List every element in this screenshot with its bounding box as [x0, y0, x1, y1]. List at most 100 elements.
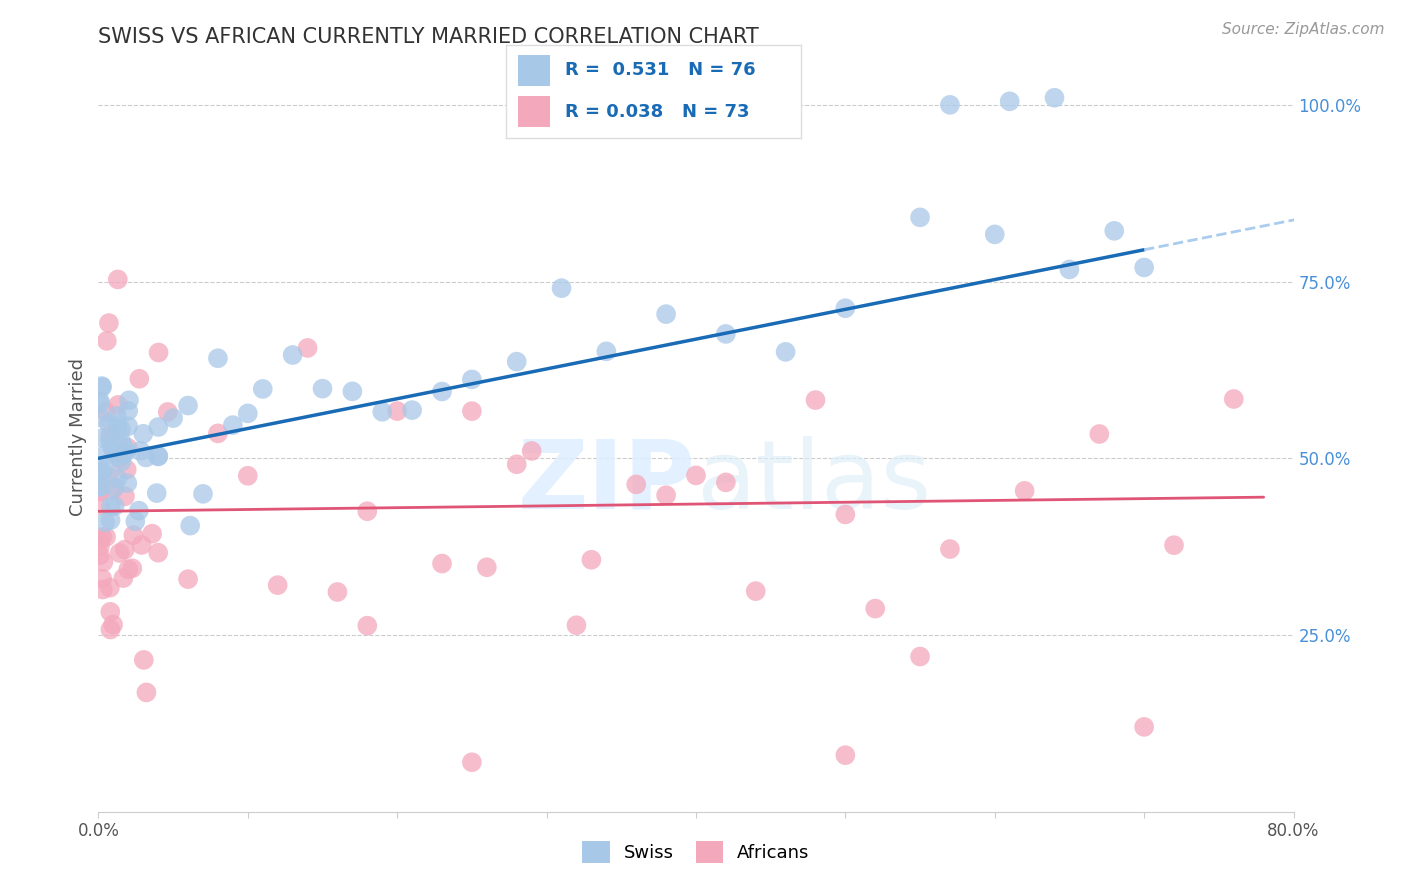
Point [207, 426, 229, 441]
Point [107, 421, 129, 435]
Point [655, 307, 678, 321]
Point [100, 513, 122, 527]
Point [101, 617, 124, 632]
Point [834, 508, 856, 522]
Point [141, 526, 163, 541]
Point [117, 419, 139, 434]
Point [430, 557, 453, 571]
Point [714, 475, 737, 490]
Point [461, 756, 484, 770]
Point [745, 584, 768, 599]
Point [89, 397, 111, 411]
Point [581, 553, 603, 567]
Point [124, 514, 146, 528]
Point [98, 581, 121, 595]
Point [112, 440, 135, 454]
Point [89, 465, 111, 479]
Point [179, 518, 201, 533]
Point [91, 380, 114, 394]
Point [385, 404, 409, 418]
Point [804, 392, 827, 407]
Point [1163, 538, 1185, 552]
Point [865, 601, 887, 615]
Point [506, 354, 529, 368]
Point [135, 685, 157, 699]
Point [714, 326, 737, 341]
Point [908, 649, 931, 664]
Point [117, 404, 139, 418]
Point [1104, 224, 1126, 238]
Point [148, 420, 170, 434]
Point [94, 447, 117, 461]
Legend: Swiss, Africans: Swiss, Africans [575, 834, 817, 870]
Point [222, 418, 245, 433]
Point [117, 441, 139, 455]
Point [371, 405, 394, 419]
Point [939, 542, 962, 557]
Point [177, 399, 200, 413]
Point [90, 379, 112, 393]
Point [100, 500, 122, 514]
Point [998, 95, 1021, 109]
Point [1133, 720, 1156, 734]
Point [98, 605, 121, 619]
Point [461, 404, 484, 418]
Point [94, 404, 117, 418]
Point [110, 455, 132, 469]
Point [342, 384, 364, 399]
Point [132, 653, 155, 667]
Point [91, 572, 114, 586]
Point [94, 516, 117, 530]
Point [112, 448, 135, 462]
Point [297, 341, 319, 355]
Point [108, 546, 131, 560]
Point [356, 504, 378, 518]
Point [89, 533, 111, 548]
Point [115, 462, 138, 476]
Point [91, 431, 114, 445]
Point [121, 561, 143, 575]
Point [112, 571, 135, 585]
Text: R = 0.038   N = 73: R = 0.038 N = 73 [565, 103, 749, 120]
Point [89, 498, 111, 512]
Point [148, 450, 170, 464]
Point [91, 582, 114, 597]
Point [107, 417, 129, 432]
Point [267, 578, 290, 592]
Point [207, 351, 229, 366]
Point [401, 403, 423, 417]
Point [236, 468, 259, 483]
Point [520, 444, 543, 458]
Point [1088, 427, 1111, 442]
Point [834, 301, 856, 316]
Point [107, 272, 129, 286]
Point [114, 489, 136, 503]
Point [122, 528, 145, 542]
Point [93, 555, 115, 569]
Point [107, 398, 129, 412]
Point [162, 411, 184, 425]
Point [1133, 260, 1156, 275]
Point [110, 422, 132, 436]
Point [565, 618, 588, 632]
Point [461, 372, 484, 386]
Point [111, 447, 134, 461]
Point [97, 417, 120, 431]
Y-axis label: Currently Married: Currently Married [69, 358, 87, 516]
Point [97, 316, 120, 330]
Point [145, 486, 167, 500]
Point [101, 483, 124, 498]
Point [550, 281, 572, 295]
Point [311, 382, 333, 396]
Point [281, 348, 304, 362]
Point [148, 449, 170, 463]
Point [430, 384, 453, 399]
Point [89, 479, 111, 493]
Point [107, 471, 129, 485]
Point [89, 480, 111, 494]
Point [356, 618, 378, 632]
Point [89, 549, 111, 563]
Point [117, 562, 139, 576]
Point [148, 546, 170, 560]
Point [89, 410, 111, 425]
